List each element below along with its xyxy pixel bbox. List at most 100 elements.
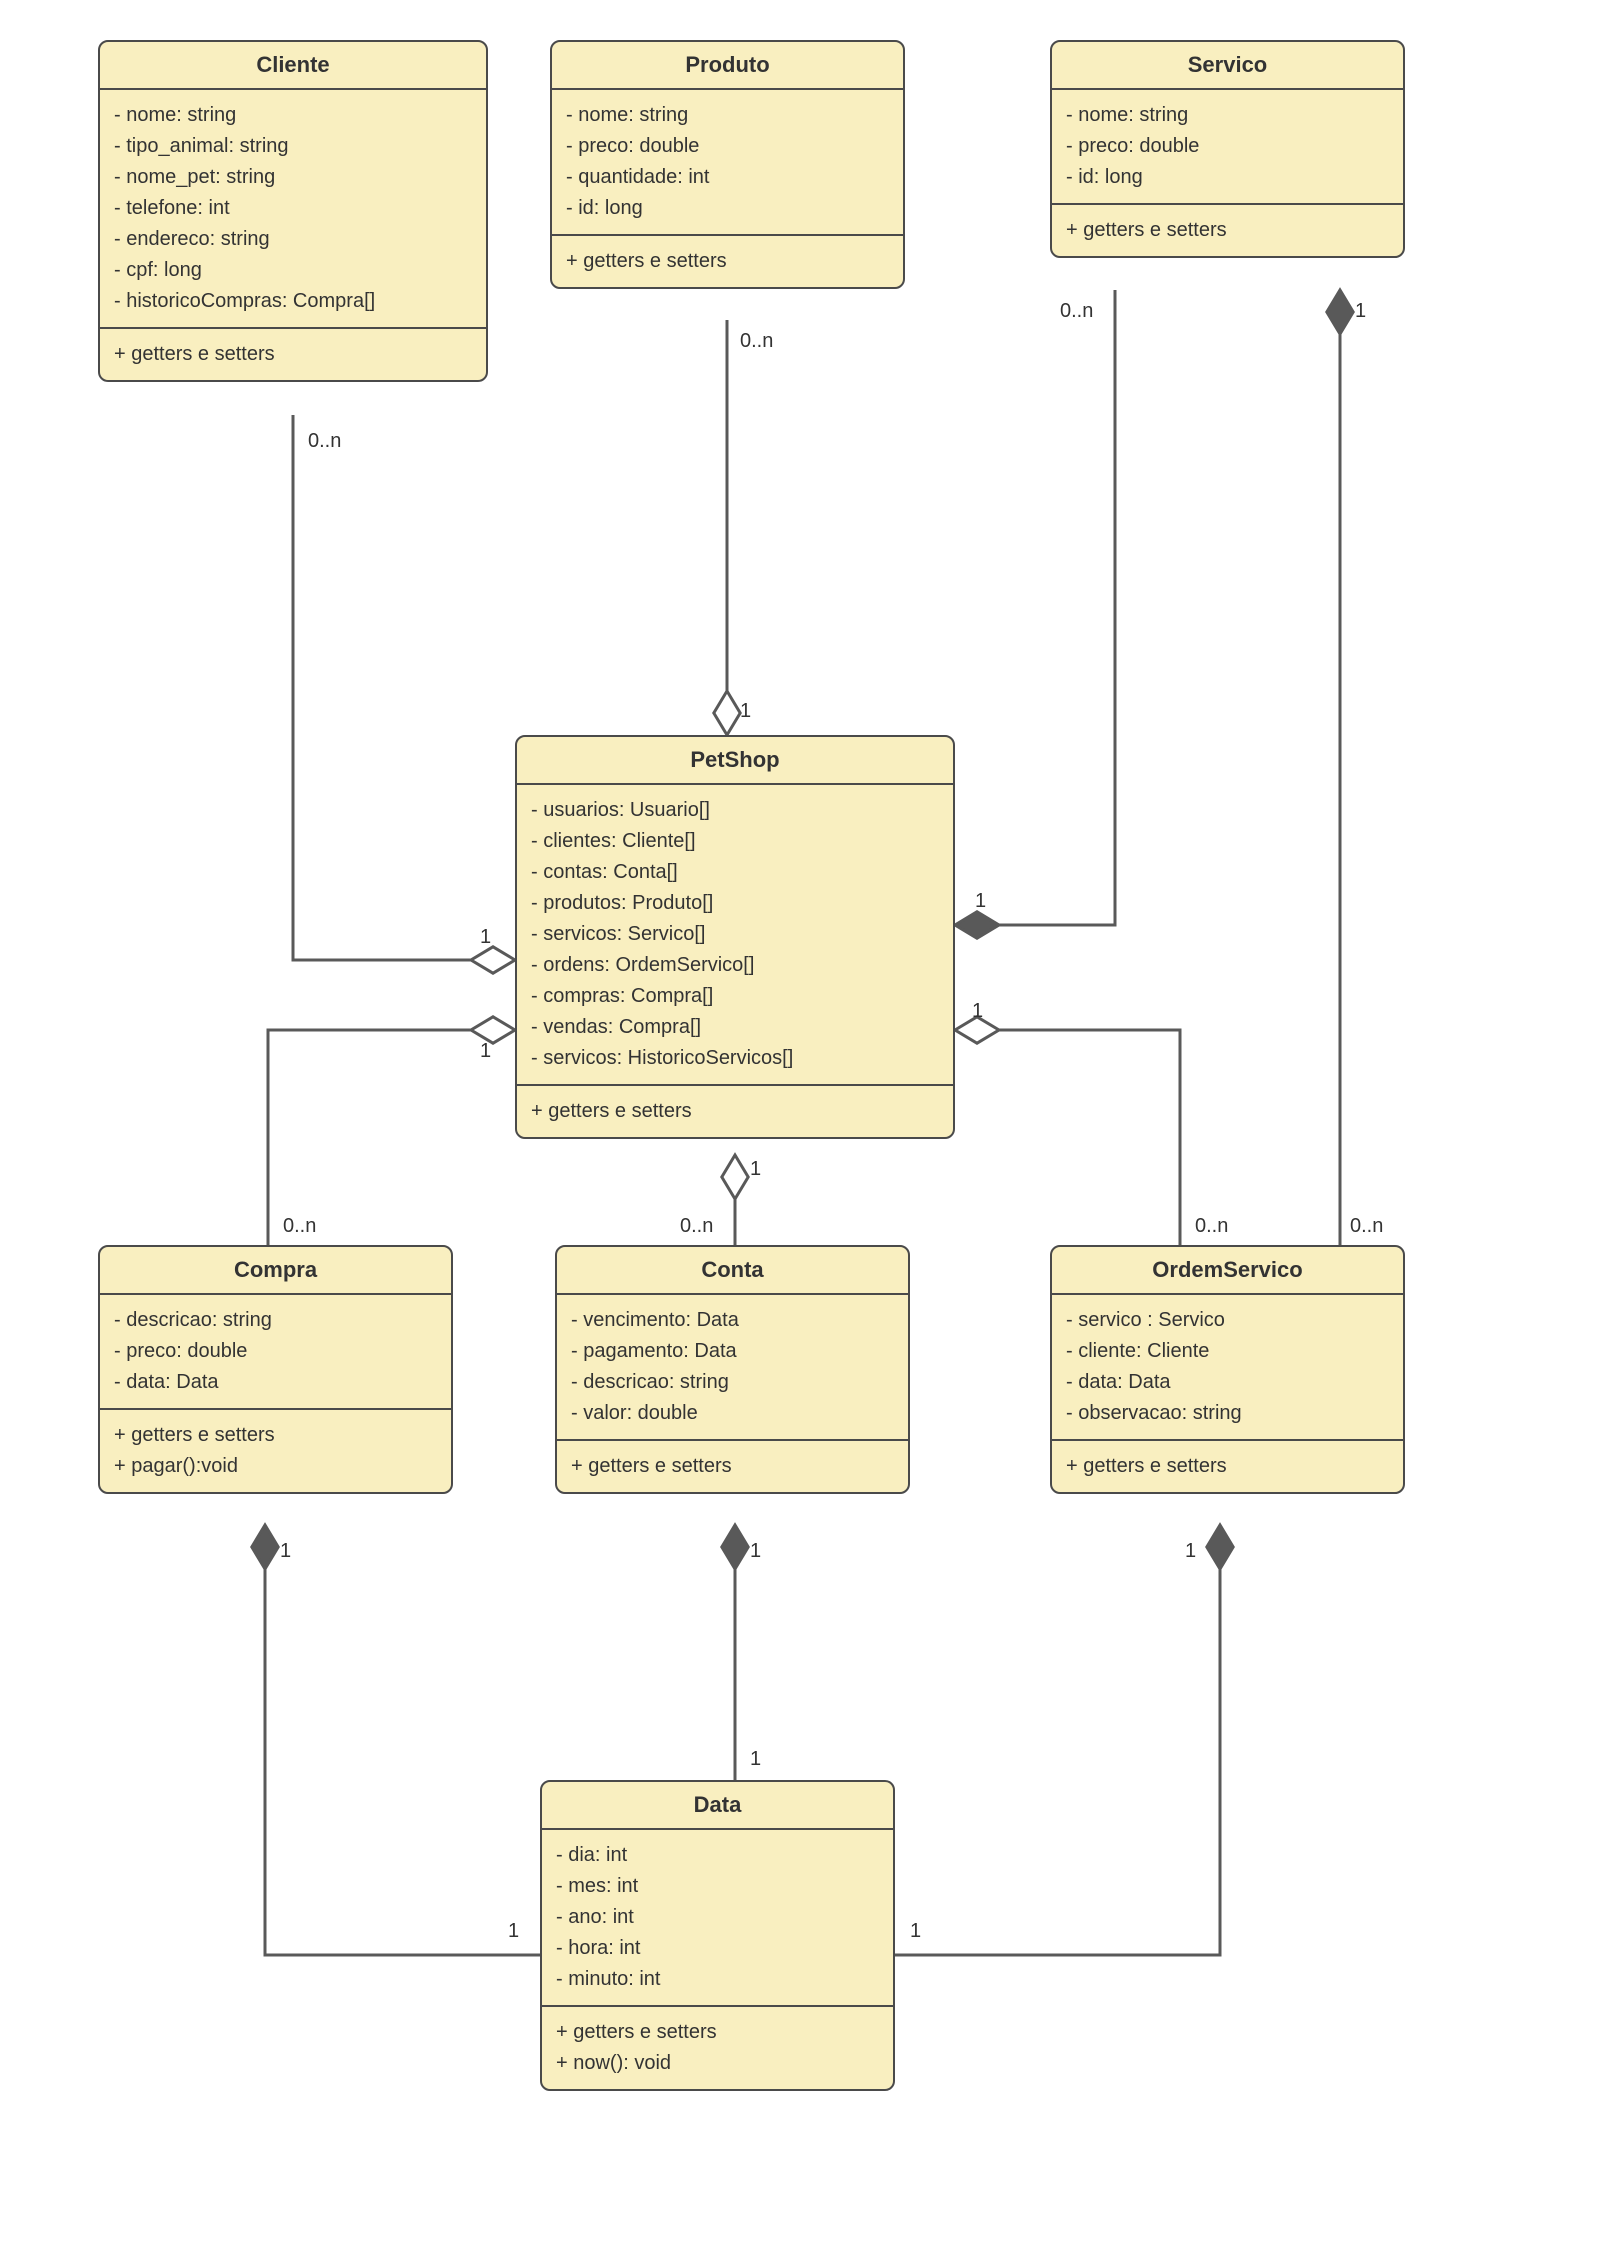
class-attributes: - nome: string- tipo_animal: string- nom… [100, 90, 486, 329]
class-methods: + getters e setters [1052, 1441, 1403, 1492]
composition-diamond-icon [1327, 290, 1353, 334]
composition-diamond-icon [722, 1525, 748, 1569]
attribute-line: - ordens: OrdemServico[] [531, 950, 939, 981]
attribute-line: - endereco: string [114, 224, 472, 255]
attribute-line: - cpf: long [114, 255, 472, 286]
attribute-line: - valor: double [571, 1398, 894, 1429]
class-title: PetShop [517, 737, 953, 785]
method-line: + getters e setters [1066, 1451, 1389, 1482]
class-title: Produto [552, 42, 903, 90]
edge-ordem-data [895, 1525, 1220, 1955]
class-attributes: - nome: string- preco: double- id: long [1052, 90, 1403, 205]
class-data: Data- dia: int- mes: int- ano: int- hora… [540, 1780, 895, 2091]
attribute-line: - preco: double [566, 131, 889, 162]
method-line: + getters e setters [114, 339, 472, 370]
attribute-line: - data: Data [114, 1367, 437, 1398]
method-line: + getters e setters [556, 2017, 879, 2048]
multiplicity-label: 1 [1355, 300, 1366, 323]
multiplicity-label: 0..n [1195, 1215, 1228, 1238]
attribute-line: - observacao: string [1066, 1398, 1389, 1429]
method-line: + getters e setters [1066, 215, 1389, 246]
class-title: OrdemServico [1052, 1247, 1403, 1295]
class-title: Cliente [100, 42, 486, 90]
multiplicity-label: 1 [480, 926, 491, 949]
class-attributes: - servico : Servico- cliente: Cliente- d… [1052, 1295, 1403, 1441]
multiplicity-label: 1 [280, 1540, 291, 1563]
multiplicity-label: 1 [508, 1920, 519, 1943]
class-ordem: OrdemServico- servico : Servico- cliente… [1050, 1245, 1405, 1494]
method-line: + pagar():void [114, 1451, 437, 1482]
class-cliente: Cliente- nome: string- tipo_animal: stri… [98, 40, 488, 382]
class-attributes: - vencimento: Data- pagamento: Data- des… [557, 1295, 908, 1441]
attribute-line: - id: long [1066, 162, 1389, 193]
multiplicity-label: 0..n [1350, 1215, 1383, 1238]
edge-compra-data [265, 1525, 540, 1955]
method-line: + now(): void [556, 2048, 879, 2079]
class-attributes: - usuarios: Usuario[]- clientes: Cliente… [517, 785, 953, 1086]
attribute-line: - usuarios: Usuario[] [531, 795, 939, 826]
attribute-line: - descricao: string [571, 1367, 894, 1398]
attribute-line: - data: Data [1066, 1367, 1389, 1398]
attribute-line: - cliente: Cliente [1066, 1336, 1389, 1367]
aggregation-diamond-icon [722, 1155, 748, 1199]
attribute-line: - tipo_animal: string [114, 131, 472, 162]
multiplicity-label: 1 [975, 890, 986, 913]
class-petshop: PetShop- usuarios: Usuario[]- clientes: … [515, 735, 955, 1139]
attribute-line: - nome: string [1066, 100, 1389, 131]
method-line: + getters e setters [571, 1451, 894, 1482]
multiplicity-label: 0..n [308, 430, 341, 453]
attribute-line: - produtos: Produto[] [531, 888, 939, 919]
attribute-line: - hora: int [556, 1933, 879, 1964]
method-line: + getters e setters [531, 1096, 939, 1127]
multiplicity-label: 1 [480, 1040, 491, 1063]
class-title: Compra [100, 1247, 451, 1295]
attribute-line: - dia: int [556, 1840, 879, 1871]
method-line: + getters e setters [566, 246, 889, 277]
composition-diamond-icon [955, 912, 999, 938]
multiplicity-label: 1 [972, 1000, 983, 1023]
attribute-line: - id: long [566, 193, 889, 224]
attribute-line: - preco: double [114, 1336, 437, 1367]
attribute-line: - preco: double [1066, 131, 1389, 162]
edge-petshop-ordem [955, 1030, 1180, 1245]
attribute-line: - nome_pet: string [114, 162, 472, 193]
diagram-canvas: Cliente- nome: string- tipo_animal: stri… [0, 0, 1600, 2262]
attribute-line: - pagamento: Data [571, 1336, 894, 1367]
class-methods: + getters e setters+ now(): void [542, 2007, 893, 2089]
class-servico: Servico- nome: string- preco: double- id… [1050, 40, 1405, 258]
attribute-line: - vencimento: Data [571, 1305, 894, 1336]
attribute-line: - contas: Conta[] [531, 857, 939, 888]
attribute-line: - servicos: HistoricoServicos[] [531, 1043, 939, 1074]
aggregation-diamond-icon [714, 691, 740, 735]
attribute-line: - vendas: Compra[] [531, 1012, 939, 1043]
attribute-line: - servicos: Servico[] [531, 919, 939, 950]
attribute-line: - minuto: int [556, 1964, 879, 1995]
multiplicity-label: 0..n [283, 1215, 316, 1238]
multiplicity-label: 1 [740, 700, 751, 723]
class-title: Data [542, 1782, 893, 1830]
class-attributes: - descricao: string- preco: double- data… [100, 1295, 451, 1410]
attribute-line: - historicoCompras: Compra[] [114, 286, 472, 317]
multiplicity-label: 0..n [680, 1215, 713, 1238]
multiplicity-label: 0..n [740, 330, 773, 353]
class-methods: + getters e setters [552, 236, 903, 287]
class-methods: + getters e setters [557, 1441, 908, 1492]
attribute-line: - mes: int [556, 1871, 879, 1902]
multiplicity-label: 1 [750, 1540, 761, 1563]
composition-diamond-icon [1207, 1525, 1233, 1569]
class-produto: Produto- nome: string- preco: double- qu… [550, 40, 905, 289]
attribute-line: - clientes: Cliente[] [531, 826, 939, 857]
multiplicity-label: 1 [750, 1158, 761, 1181]
attribute-line: - servico : Servico [1066, 1305, 1389, 1336]
attribute-line: - descricao: string [114, 1305, 437, 1336]
class-attributes: - nome: string- preco: double- quantidad… [552, 90, 903, 236]
attribute-line: - quantidade: int [566, 162, 889, 193]
class-attributes: - dia: int- mes: int- ano: int- hora: in… [542, 1830, 893, 2007]
multiplicity-label: 0..n [1060, 300, 1093, 323]
class-methods: + getters e setters+ pagar():void [100, 1410, 451, 1492]
class-methods: + getters e setters [1052, 205, 1403, 256]
class-methods: + getters e setters [100, 329, 486, 380]
class-compra: Compra- descricao: string- preco: double… [98, 1245, 453, 1494]
class-title: Servico [1052, 42, 1403, 90]
aggregation-diamond-icon [471, 1017, 515, 1043]
